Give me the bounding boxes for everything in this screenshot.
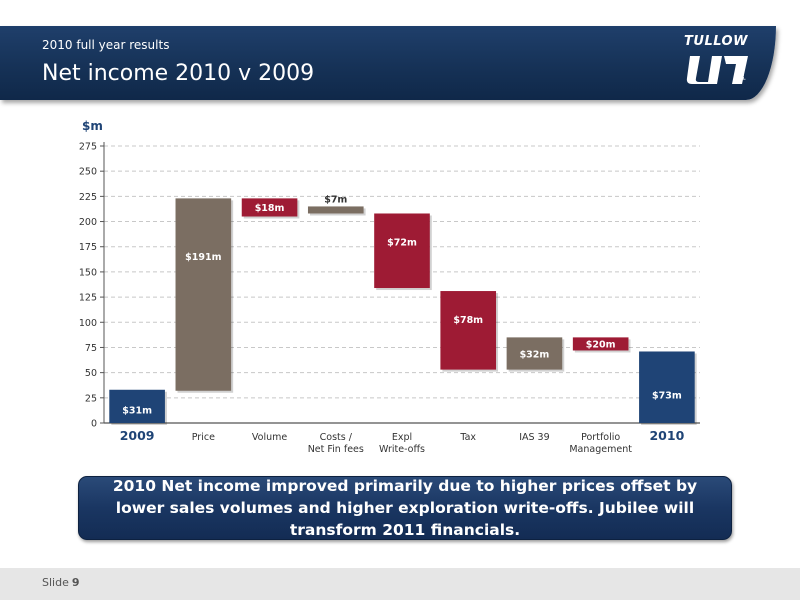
x-tick-label: Price bbox=[192, 432, 215, 443]
x-tick-label: IAS 39 bbox=[519, 432, 549, 443]
bar-tax bbox=[440, 291, 497, 370]
y-tick-label: 275 bbox=[79, 142, 97, 153]
x-tick-label: Volume bbox=[252, 432, 287, 443]
bar-2009 bbox=[109, 389, 165, 423]
y-tick-label: 200 bbox=[79, 217, 97, 228]
logo-mark-icon: plc bbox=[686, 56, 748, 84]
x-tick-label: Write-offs bbox=[379, 444, 425, 455]
bar-2010 bbox=[639, 351, 695, 423]
y-tick-label: 75 bbox=[85, 343, 97, 354]
slide-number: Slide 9 bbox=[42, 576, 80, 589]
data-label: $191m bbox=[185, 252, 221, 263]
data-label: $20m bbox=[586, 339, 616, 350]
y-tick-label: 0 bbox=[91, 419, 97, 430]
x-tick-label: Tax bbox=[459, 432, 476, 443]
data-label: $78m bbox=[453, 315, 483, 326]
y-tick-label: 125 bbox=[79, 293, 97, 304]
bar-costs-net-fin-fees bbox=[307, 206, 364, 214]
x-tick-label: Costs / bbox=[320, 432, 353, 443]
x-tick-label: Net Fin fees bbox=[308, 444, 364, 455]
tullow-logo: TULLOW plc bbox=[684, 34, 762, 94]
title-banner: 2010 full year results Net income 2010 v… bbox=[0, 26, 776, 100]
slide-footer: Slide 9 bbox=[0, 568, 800, 600]
y-tick-label: 150 bbox=[79, 267, 97, 278]
bar-price bbox=[175, 198, 232, 391]
x-tick-label: Portfolio bbox=[581, 432, 620, 443]
bar-expl-write-offs bbox=[374, 213, 430, 289]
slide-label: Slide bbox=[42, 576, 69, 589]
x-tick-label: Management bbox=[569, 444, 632, 455]
bar-volume bbox=[241, 198, 298, 217]
presentation-subtitle: 2010 full year results bbox=[42, 38, 170, 52]
data-label: $7m bbox=[324, 194, 347, 205]
x-tick-label: 2010 bbox=[649, 428, 684, 443]
y-tick-label: 50 bbox=[85, 368, 97, 379]
waterfall-chart: $m 0 25 50 75 100 125 150 175 200 225 250 275 $31m 200… bbox=[79, 119, 700, 455]
data-label: $73m bbox=[652, 390, 682, 401]
y-tick-label: 225 bbox=[79, 192, 97, 203]
logo-suffix: plc bbox=[739, 71, 746, 80]
x-tick-label: 2009 bbox=[120, 428, 155, 443]
slide-title: Net income 2010 v 2009 bbox=[42, 61, 315, 86]
y-axis-title: $m bbox=[82, 119, 103, 133]
bar-portfolio-management bbox=[572, 337, 629, 351]
logo-wordmark: TULLOW bbox=[684, 34, 748, 49]
summary-text: 2010 Net income improved primarily due t… bbox=[112, 477, 698, 539]
y-tick-label: 100 bbox=[79, 318, 97, 329]
summary-callout: 2010 Net income improved primarily due t… bbox=[78, 476, 732, 540]
slide-number-value: 9 bbox=[71, 576, 80, 589]
bar-ias-39 bbox=[506, 337, 563, 370]
data-label: $18m bbox=[255, 203, 285, 214]
y-tick-label: 250 bbox=[79, 167, 97, 178]
y-tick-label: 25 bbox=[85, 393, 97, 404]
data-label: $32m bbox=[520, 349, 550, 360]
x-tick-label: Expl bbox=[392, 432, 412, 443]
y-tick-label: 175 bbox=[79, 242, 97, 253]
data-label: $72m bbox=[387, 237, 417, 248]
data-label: $31m bbox=[122, 406, 152, 417]
